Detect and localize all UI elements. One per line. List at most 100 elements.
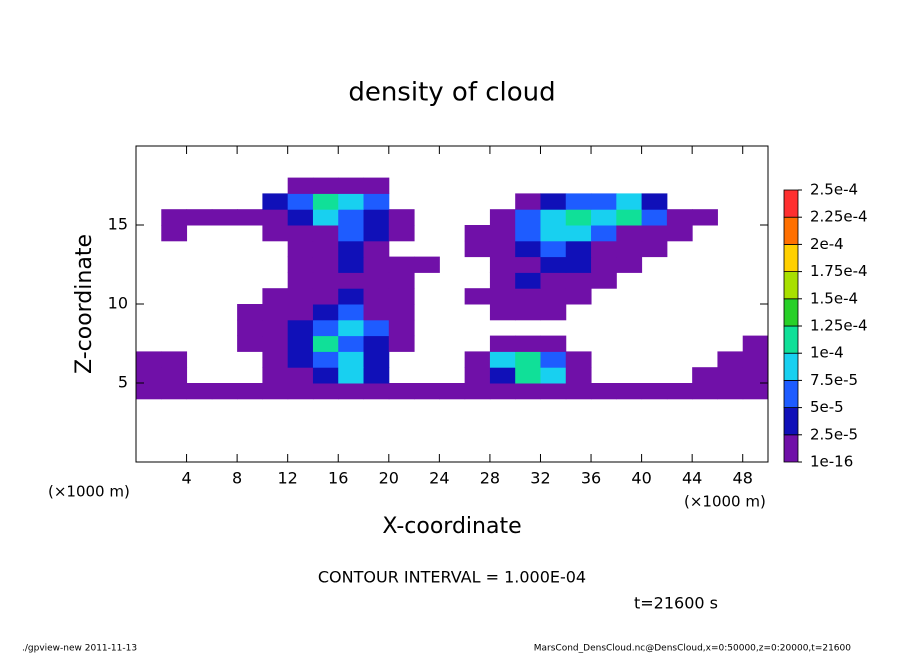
cell [363,319,390,337]
x-tick-label: 44 [682,469,702,488]
cell [363,256,390,273]
cell [565,367,592,384]
cell [515,209,541,226]
cell [464,288,491,305]
cell [565,383,592,400]
cell [136,383,162,400]
cell [565,193,592,210]
plot-frame [135,145,769,463]
colorbar-label: 2e-4 [810,235,844,253]
colorbar-label: 1.25e-4 [810,317,868,335]
cell [312,383,339,400]
cell [540,351,567,368]
cell [363,177,390,194]
cell [388,272,415,289]
x-tick-label: 40 [631,469,651,488]
cell [515,193,541,210]
cell [363,240,390,258]
cell [136,351,162,368]
cell [161,351,188,368]
cell [565,288,592,305]
x-tick-label: 32 [530,469,550,488]
cell [540,304,567,321]
cell [742,351,769,368]
y-tick-label: 15 [108,215,128,234]
colorbar-band [783,379,799,408]
x-tick-label: 24 [429,469,449,488]
cell [515,288,541,305]
cell [338,383,365,400]
cell [388,319,415,337]
cell [388,335,415,352]
cell [565,225,592,242]
cell [388,256,415,273]
contour-interval: CONTOUR INTERVAL = 1.000E-04 [318,568,586,587]
cell [338,304,365,321]
cell [414,383,440,400]
cell [363,367,390,384]
cell [312,177,339,194]
cell [287,177,314,194]
x-axis-label: X-coordinate [382,514,521,539]
cell [666,225,693,242]
cell [338,256,365,273]
cell [186,383,213,400]
chart-title: density of cloud [348,78,555,108]
cell [363,225,390,242]
cell [161,225,188,242]
y-axis-label: Z-coordinate [72,234,97,374]
cell [666,209,693,226]
cell [591,272,617,289]
cell [540,256,567,273]
cell [388,383,415,400]
cell [641,383,668,400]
cell [464,240,491,258]
cell [742,383,769,400]
cell [717,383,744,400]
colorbar-band [783,407,799,436]
cell [742,367,769,384]
cell [338,193,365,210]
cell [237,304,263,321]
cell [540,288,567,305]
cell [338,288,365,305]
cell [363,288,390,305]
cell [515,351,541,368]
cell [616,193,643,210]
cell [641,225,668,242]
cell [515,272,541,289]
cell [262,288,289,305]
colorbar-label: 1.75e-4 [810,262,868,280]
cell [287,367,314,384]
cell [515,225,541,242]
colorbar-band [783,189,799,218]
cell [591,193,617,210]
cell [287,209,314,226]
cell [262,383,289,400]
y-unit-label: (×1000 m) [48,483,130,501]
cell [136,367,162,384]
cell [287,351,314,368]
cell [489,225,516,242]
cell [641,209,668,226]
colorbar-label: 2.25e-4 [810,208,868,226]
cell [237,335,263,352]
cell [388,209,415,226]
time-label: t=21600 s [634,594,718,613]
colorbar-band [783,298,799,327]
cell [312,256,339,273]
cell [287,240,314,258]
x-tick-label: 8 [232,469,242,488]
cell [616,225,643,242]
cell [464,225,491,242]
cell [616,256,643,273]
cell [338,209,365,226]
colorbar-band [783,216,799,245]
cell [464,367,491,384]
cell [312,351,339,368]
cell [262,193,289,210]
cell [363,193,390,210]
cell [692,383,718,400]
cell [211,383,238,400]
